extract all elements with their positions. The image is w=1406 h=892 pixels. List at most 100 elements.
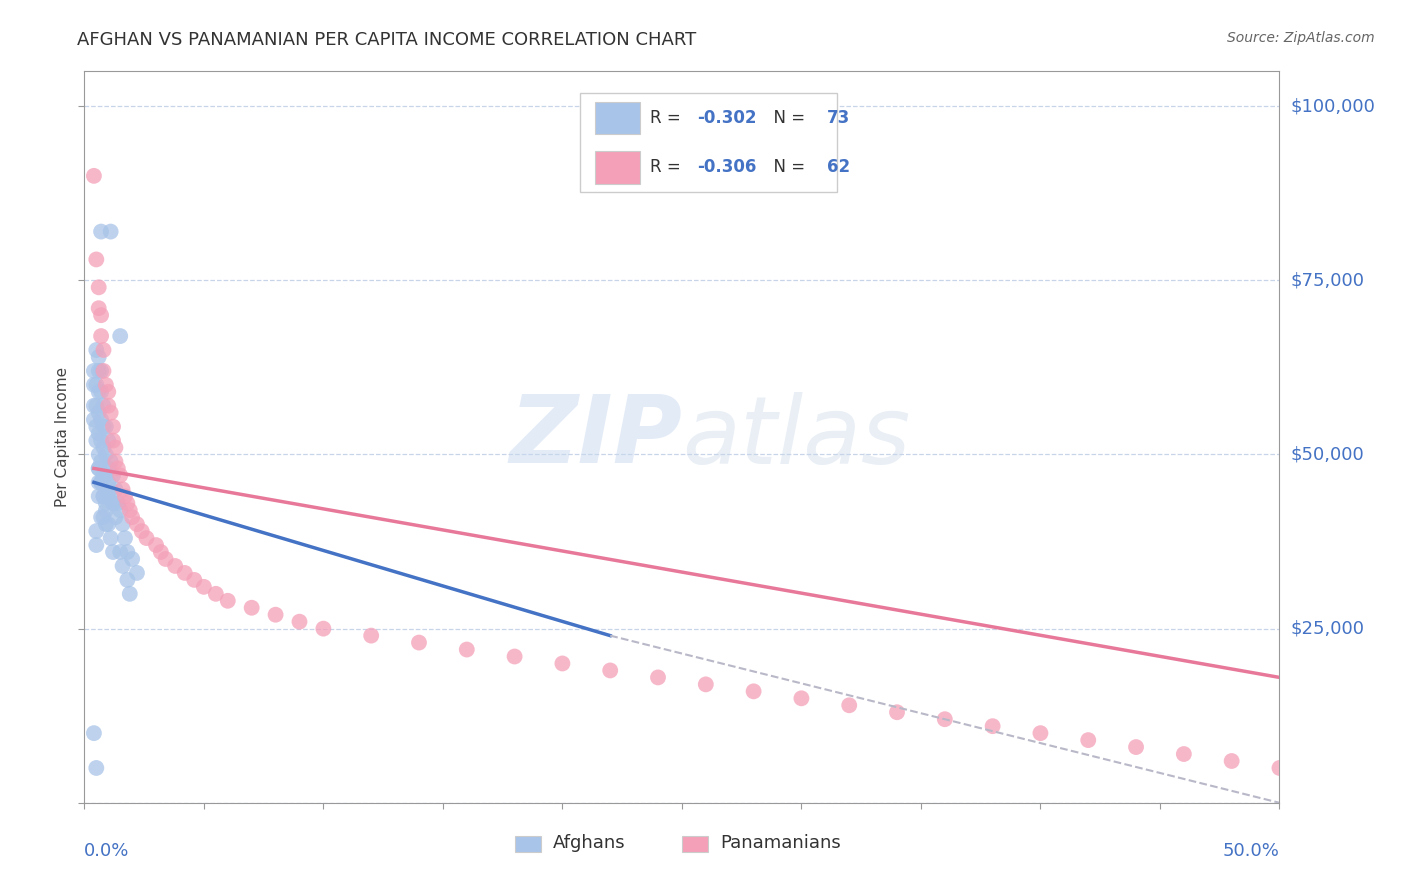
Point xyxy=(87,280,110,294)
Point xyxy=(101,496,124,510)
Point xyxy=(114,531,136,545)
Point xyxy=(1173,747,1195,761)
Point xyxy=(1125,740,1147,755)
Point xyxy=(114,489,136,503)
Point xyxy=(93,510,115,524)
Point xyxy=(647,670,669,684)
Bar xyxy=(595,151,640,184)
Point xyxy=(90,225,112,239)
Point xyxy=(981,719,1004,733)
Point xyxy=(101,545,124,559)
Point xyxy=(100,454,122,468)
Point xyxy=(94,468,117,483)
Point xyxy=(288,615,311,629)
Point xyxy=(86,761,108,775)
Point xyxy=(93,343,115,357)
Text: $100,000: $100,000 xyxy=(1291,97,1375,115)
Point xyxy=(1029,726,1052,740)
Point xyxy=(90,454,112,468)
Point xyxy=(107,461,129,475)
Point xyxy=(86,538,108,552)
Point xyxy=(117,573,139,587)
Point xyxy=(104,510,127,524)
Text: -0.306: -0.306 xyxy=(697,159,756,177)
Point xyxy=(131,524,153,538)
Point xyxy=(1316,768,1339,782)
Text: R =: R = xyxy=(650,159,686,177)
Point xyxy=(87,384,110,399)
Point xyxy=(90,329,112,343)
Point xyxy=(87,461,110,475)
Point xyxy=(90,475,112,490)
Bar xyxy=(515,836,541,852)
Point xyxy=(97,475,120,490)
Point xyxy=(117,545,139,559)
Point xyxy=(360,629,382,643)
Point xyxy=(94,496,117,510)
Text: N =: N = xyxy=(763,109,810,127)
Point xyxy=(110,468,132,483)
Point xyxy=(173,566,195,580)
Point xyxy=(104,454,127,468)
Point xyxy=(695,677,717,691)
Point xyxy=(104,441,127,455)
Point xyxy=(107,496,129,510)
Point xyxy=(117,496,139,510)
Point xyxy=(101,434,124,448)
Point xyxy=(742,684,765,698)
Point xyxy=(93,441,115,455)
Point xyxy=(118,503,141,517)
Point xyxy=(599,664,621,678)
Text: 73: 73 xyxy=(827,109,849,127)
Point xyxy=(125,517,148,532)
Point xyxy=(90,475,112,490)
Point xyxy=(104,483,127,497)
Text: AFGHAN VS PANAMANIAN PER CAPITA INCOME CORRELATION CHART: AFGHAN VS PANAMANIAN PER CAPITA INCOME C… xyxy=(77,31,696,49)
Point xyxy=(100,531,122,545)
Text: atlas: atlas xyxy=(682,392,910,483)
Point xyxy=(264,607,287,622)
Point xyxy=(101,496,124,510)
Point xyxy=(87,448,110,462)
Point xyxy=(217,594,239,608)
Point xyxy=(193,580,215,594)
Point xyxy=(149,545,172,559)
Point xyxy=(408,635,430,649)
Point xyxy=(83,364,105,378)
Point xyxy=(87,364,110,378)
Point xyxy=(838,698,860,713)
Point xyxy=(83,169,105,183)
Point xyxy=(101,468,124,483)
Point xyxy=(503,649,526,664)
Point xyxy=(83,377,105,392)
Point xyxy=(90,434,112,448)
Point xyxy=(93,468,115,483)
Point xyxy=(110,329,132,343)
Point xyxy=(97,434,120,448)
Point xyxy=(111,558,134,573)
Point xyxy=(97,461,120,475)
Point xyxy=(90,412,112,426)
Text: 0.0%: 0.0% xyxy=(84,842,129,860)
Point xyxy=(93,419,115,434)
Text: Source: ZipAtlas.com: Source: ZipAtlas.com xyxy=(1227,31,1375,45)
Text: N =: N = xyxy=(763,159,810,177)
Point xyxy=(312,622,335,636)
Point xyxy=(100,406,122,420)
Point xyxy=(1268,761,1291,775)
Point xyxy=(87,489,110,503)
Point xyxy=(87,301,110,316)
Point xyxy=(90,384,112,399)
Point xyxy=(551,657,574,671)
Point xyxy=(86,252,108,267)
Point xyxy=(97,517,120,532)
Point xyxy=(101,419,124,434)
Text: 50.0%: 50.0% xyxy=(1223,842,1279,860)
Point xyxy=(125,566,148,580)
Bar xyxy=(595,102,640,135)
Point xyxy=(94,377,117,392)
Point xyxy=(86,524,108,538)
Point xyxy=(886,705,908,719)
Point xyxy=(94,503,117,517)
Point xyxy=(86,419,108,434)
